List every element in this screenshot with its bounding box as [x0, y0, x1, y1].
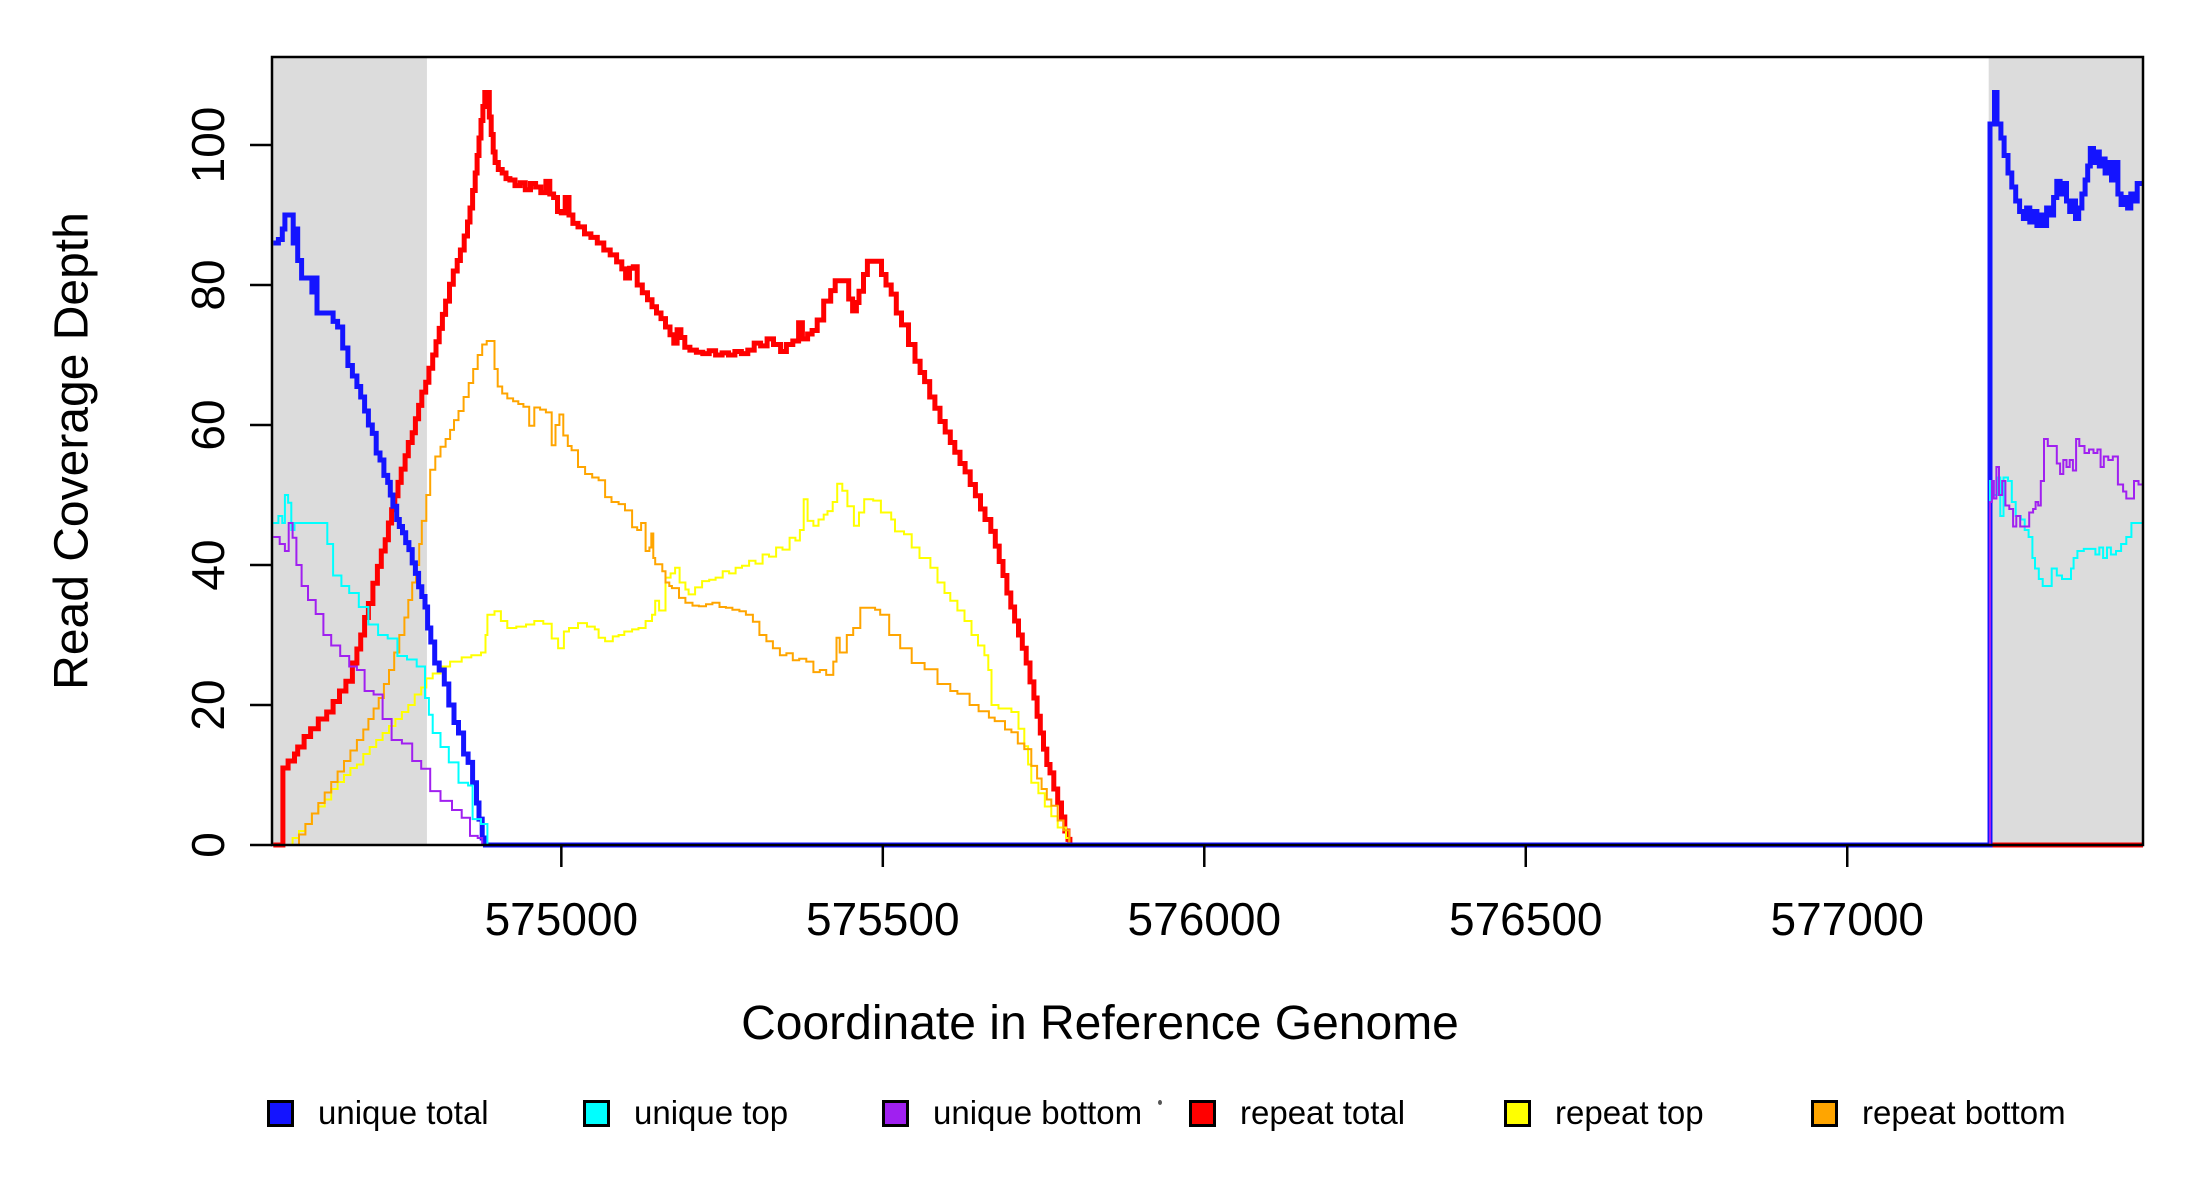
legend-item-repeat-top: repeat top	[1504, 1094, 1704, 1132]
y-tick-label: 60	[182, 399, 234, 450]
y-tick-label: 100	[182, 107, 234, 184]
legend-swatch-repeat-bottom	[1811, 1099, 1838, 1127]
legend-swatch-repeat-top	[1504, 1099, 1531, 1127]
legend-item-repeat-bottom: repeat bottom	[1811, 1094, 2066, 1132]
legend-label-repeat-top: repeat top	[1555, 1094, 1704, 1131]
shaded-region-left-repeat-flank	[272, 57, 427, 845]
legend-label-repeat-bottom: repeat bottom	[1862, 1094, 2066, 1131]
legend-label-repeat-total: repeat total	[1240, 1094, 1406, 1131]
x-tick-label: 577000	[1770, 893, 1924, 945]
legend-label-unique-bottom: unique bottom	[933, 1094, 1143, 1131]
x-tick-label: 575500	[806, 893, 960, 945]
series-repeat-bottom	[273, 340, 2143, 846]
series-unique-bottom	[273, 438, 2144, 846]
y-axis-title: Read Coverage Depth	[45, 212, 99, 690]
legend-swatch-repeat-total	[1189, 1099, 1216, 1127]
plot-box	[270, 55, 2145, 847]
series-unique-top	[273, 476, 2144, 846]
y-tick-label: 0	[182, 832, 234, 858]
legend-item-unique-bottom: unique bottom	[882, 1094, 1142, 1132]
legend-swatch-unique-top	[583, 1099, 610, 1127]
legend-item-unique-top: unique top	[583, 1094, 788, 1132]
x-tick-label: 575000	[485, 893, 639, 945]
y-tick-label: 80	[182, 259, 234, 310]
legend: unique total unique top unique bottom repea…	[0, 1094, 2200, 1154]
legend-label-unique-total: unique total	[318, 1094, 489, 1131]
legend-label-unique-top: unique top	[634, 1094, 789, 1131]
legend-item-repeat-total: repeat total	[1189, 1094, 1405, 1132]
legend-swatch-unique-total	[267, 1099, 294, 1127]
y-tick-label: 40	[182, 539, 234, 590]
series-unique-total	[273, 90, 2143, 848]
y-tick-label: 20	[182, 679, 234, 730]
legend-swatch-unique-bottom	[882, 1099, 909, 1127]
legend-item-unique-total: unique total	[267, 1094, 489, 1132]
series-repeat-total	[273, 90, 2143, 848]
series-repeat-top	[273, 482, 2143, 846]
x-axis-title: Coordinate in Reference Genome	[741, 997, 1459, 1050]
x-tick-label: 576000	[1128, 893, 1282, 945]
stray-dot	[1158, 1100, 1162, 1105]
x-tick-label: 576500	[1449, 893, 1603, 945]
